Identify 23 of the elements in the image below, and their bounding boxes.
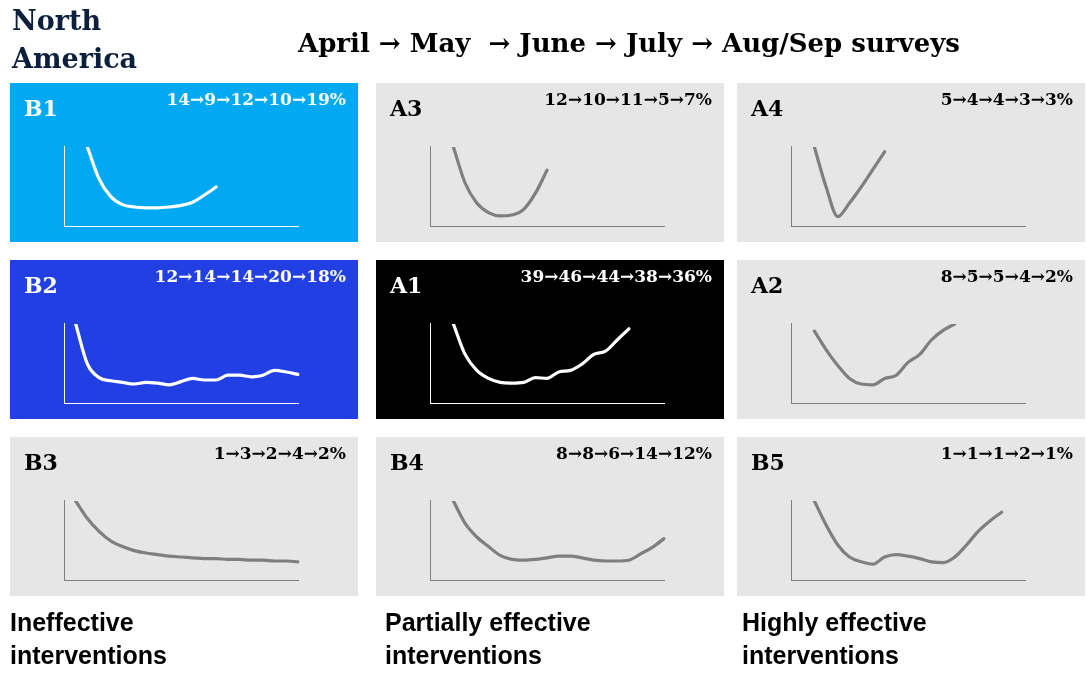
chart-title: A3 bbox=[390, 95, 423, 121]
chart-subtitle: 12→10→11→5→7% bbox=[544, 89, 712, 109]
chart-subtitle: 14→9→12→10→19% bbox=[166, 89, 346, 109]
text: Highly effective interventions bbox=[742, 607, 928, 671]
text: Partially effective interventions bbox=[385, 607, 592, 671]
chart-title: B3 bbox=[24, 449, 58, 475]
chart-title: A1 bbox=[390, 272, 423, 298]
chart-subtitle: 1→1→1→2→1% bbox=[940, 443, 1073, 463]
chart-subtitle: 39→46→44→38→36% bbox=[520, 266, 712, 286]
text: North America bbox=[12, 4, 139, 76]
chart-subtitle: 8→8→6→14→12% bbox=[556, 443, 712, 463]
chart-title: B1 bbox=[24, 95, 58, 121]
chart-title: A4 bbox=[751, 95, 784, 121]
chart-subtitle: 5→4→4→3→3% bbox=[940, 89, 1073, 109]
chart-subtitle: 8→5→5→4→2% bbox=[940, 266, 1073, 286]
text: April → May → June → July → Aug/Sep surveys bbox=[298, 28, 960, 58]
chart-title: B2 bbox=[24, 272, 58, 298]
chart-title: A2 bbox=[751, 272, 784, 298]
chart-title: B4 bbox=[390, 449, 424, 475]
chart-subtitle: 12→14→14→20→18% bbox=[154, 266, 346, 286]
text: Ineffective interventions bbox=[10, 607, 168, 671]
chart-title: B5 bbox=[751, 449, 785, 475]
chart-subtitle: 1→3→2→4→2% bbox=[213, 443, 346, 463]
